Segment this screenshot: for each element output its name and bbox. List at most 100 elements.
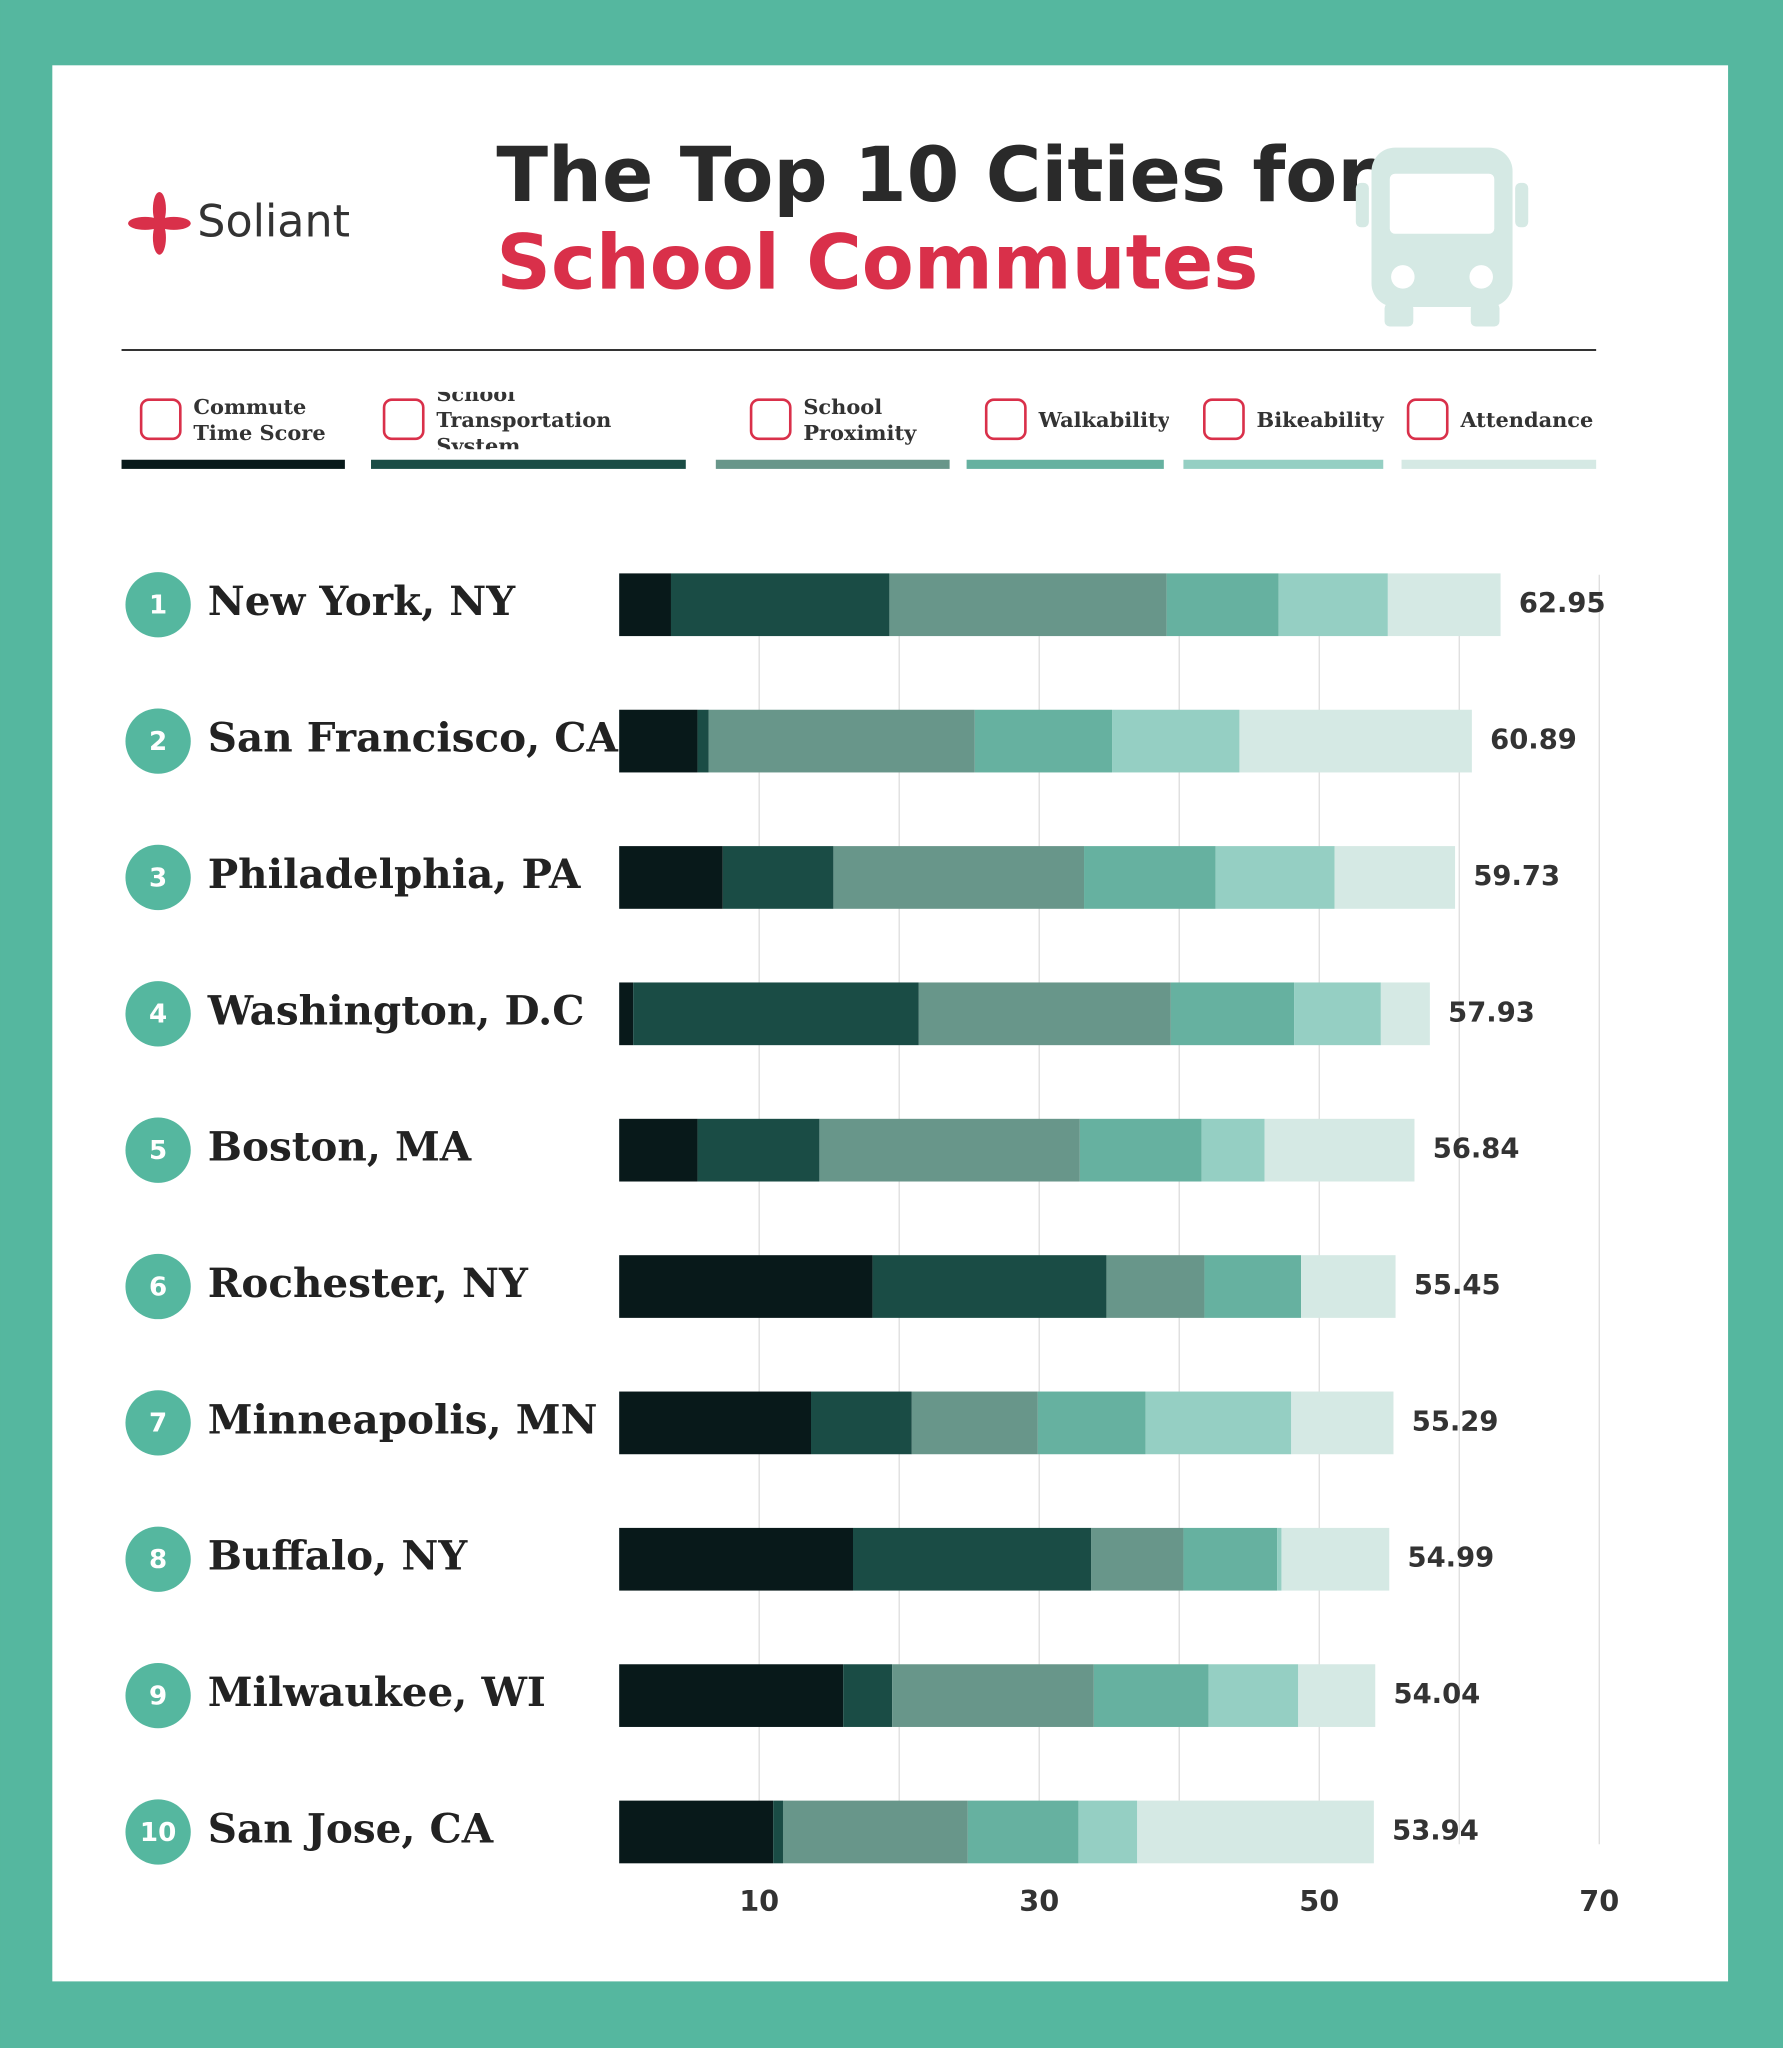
rank-label: 5 — [149, 1136, 167, 1166]
category-label: Washington, D.C — [207, 986, 585, 1034]
legend-swatch — [121, 459, 345, 469]
rank-label: 10 — [140, 1818, 176, 1848]
x-tick-label: 70 — [1579, 1884, 1619, 1918]
rank-label: 2 — [149, 727, 167, 757]
bar-segment — [1215, 846, 1335, 909]
rank-badge — [125, 981, 191, 1047]
total-label: 57.93 — [1448, 997, 1535, 1028]
bar-segment — [974, 709, 1113, 773]
bar-segment — [967, 1800, 1079, 1864]
rank-label: 1 — [149, 591, 167, 621]
bar-segment — [619, 709, 698, 773]
rank-label: 8 — [149, 1545, 167, 1575]
legend-icon — [1406, 398, 1449, 441]
rank-label: 6 — [149, 1272, 167, 1302]
total-label: 54.99 — [1408, 1543, 1495, 1574]
bar-segment — [1093, 1664, 1209, 1727]
bar-segment — [773, 1800, 783, 1864]
logo-mark — [128, 192, 191, 255]
bar-segment — [619, 1527, 854, 1591]
legend-label-box: Attendance — [1460, 407, 1594, 433]
legend-label: Attendance — [1460, 407, 1594, 433]
legend-icon — [984, 398, 1027, 441]
x-tick-label: 10 — [739, 1884, 779, 1918]
bar-segment — [619, 1664, 844, 1727]
chart-title: The Top 10 Cities for — [496, 131, 1375, 219]
legend-label-box: School Transportation System — [436, 391, 612, 450]
bar-segment — [911, 1391, 1038, 1455]
bar-segment — [892, 1664, 1094, 1727]
rank-badge — [125, 708, 191, 774]
total-label: 53.94 — [1392, 1815, 1479, 1846]
bar-segment — [1239, 709, 1472, 773]
legend-label-box: Commute Time Score — [193, 394, 326, 446]
legend-label-box: Bikeability — [1256, 407, 1384, 433]
rank-badge — [125, 1662, 191, 1729]
chart-title: School Commutes — [496, 219, 1258, 307]
bar-segment — [1291, 1391, 1394, 1455]
bar-segment — [872, 1255, 1107, 1318]
category-label: Milwaukee, WI — [208, 1668, 546, 1716]
legend-swatch — [1183, 459, 1384, 469]
legend-label-box: Walkability — [1038, 407, 1170, 433]
bar-segment — [833, 846, 1085, 909]
bar-segment — [697, 1118, 820, 1182]
legend-label: Walkability — [1038, 407, 1170, 433]
bar-segment — [619, 1800, 774, 1864]
category-label: Philadelphia, PA — [208, 850, 581, 898]
x-tick-label: 50 — [1299, 1884, 1339, 1918]
rank-badge — [125, 1390, 191, 1456]
bar-segment — [670, 573, 890, 637]
total-label: 54.04 — [1394, 1679, 1481, 1710]
category-label: Minneapolis, MN — [208, 1395, 598, 1443]
legend-icon — [1203, 398, 1245, 441]
category-label: Rochester, NY — [208, 1259, 529, 1307]
rank-badge — [125, 1526, 191, 1592]
bar-segment — [1281, 1527, 1390, 1591]
legend-label: School Proximity — [803, 394, 917, 446]
total-label: 60.89 — [1490, 725, 1577, 756]
bar-segment — [1278, 573, 1388, 637]
rank-label: 9 — [149, 1681, 167, 1711]
rank-badge — [125, 572, 191, 638]
legend-swatch — [1401, 459, 1597, 469]
bus-icon — [1355, 147, 1529, 327]
bar-segment — [722, 846, 834, 909]
legend-label-box: School Proximity — [803, 394, 917, 446]
bar-segment — [1037, 1391, 1146, 1455]
bar-segment — [1145, 1391, 1292, 1455]
bar-segment — [1166, 573, 1279, 637]
bar-segment — [619, 846, 723, 909]
bar-segment — [633, 982, 919, 1046]
category-label: Boston, MA — [208, 1123, 472, 1171]
total-label: 55.29 — [1412, 1406, 1499, 1437]
rank-label: 4 — [149, 1000, 167, 1030]
rank-badge — [125, 1117, 191, 1183]
bar-segment — [1387, 573, 1501, 637]
category-label: Buffalo, NY — [208, 1532, 469, 1580]
bar-segment — [619, 1391, 811, 1455]
legend-label: Commute Time Score — [193, 394, 326, 446]
bar-segment — [843, 1664, 893, 1727]
bar-segment — [853, 1527, 1092, 1591]
bar-segment — [1277, 1527, 1282, 1591]
rank-badge — [125, 1799, 191, 1865]
bar-segment — [1078, 1800, 1138, 1864]
total-label: 56.84 — [1433, 1134, 1520, 1165]
plot: 10 30 50 70 1 New York, NY 62.95 2 San Francisco… — [125, 572, 1619, 1918]
legend-label: School Transportation System — [436, 391, 612, 450]
legend-icon — [382, 398, 425, 441]
bar-segment — [782, 1800, 968, 1864]
bar-segment — [697, 709, 709, 773]
rank-badge — [125, 1253, 191, 1320]
logo: Soliant — [197, 197, 350, 248]
bar-segment — [1091, 1527, 1184, 1591]
bar-segment — [619, 1118, 698, 1182]
bar-segment — [1334, 846, 1456, 909]
legend-swatch — [371, 459, 686, 469]
bar-segment — [1079, 1118, 1202, 1182]
bar-segment — [619, 1255, 873, 1318]
bar-segment — [1264, 1118, 1415, 1182]
total-label: 62.95 — [1519, 588, 1606, 619]
legend-label: Bikeability — [1256, 407, 1384, 433]
